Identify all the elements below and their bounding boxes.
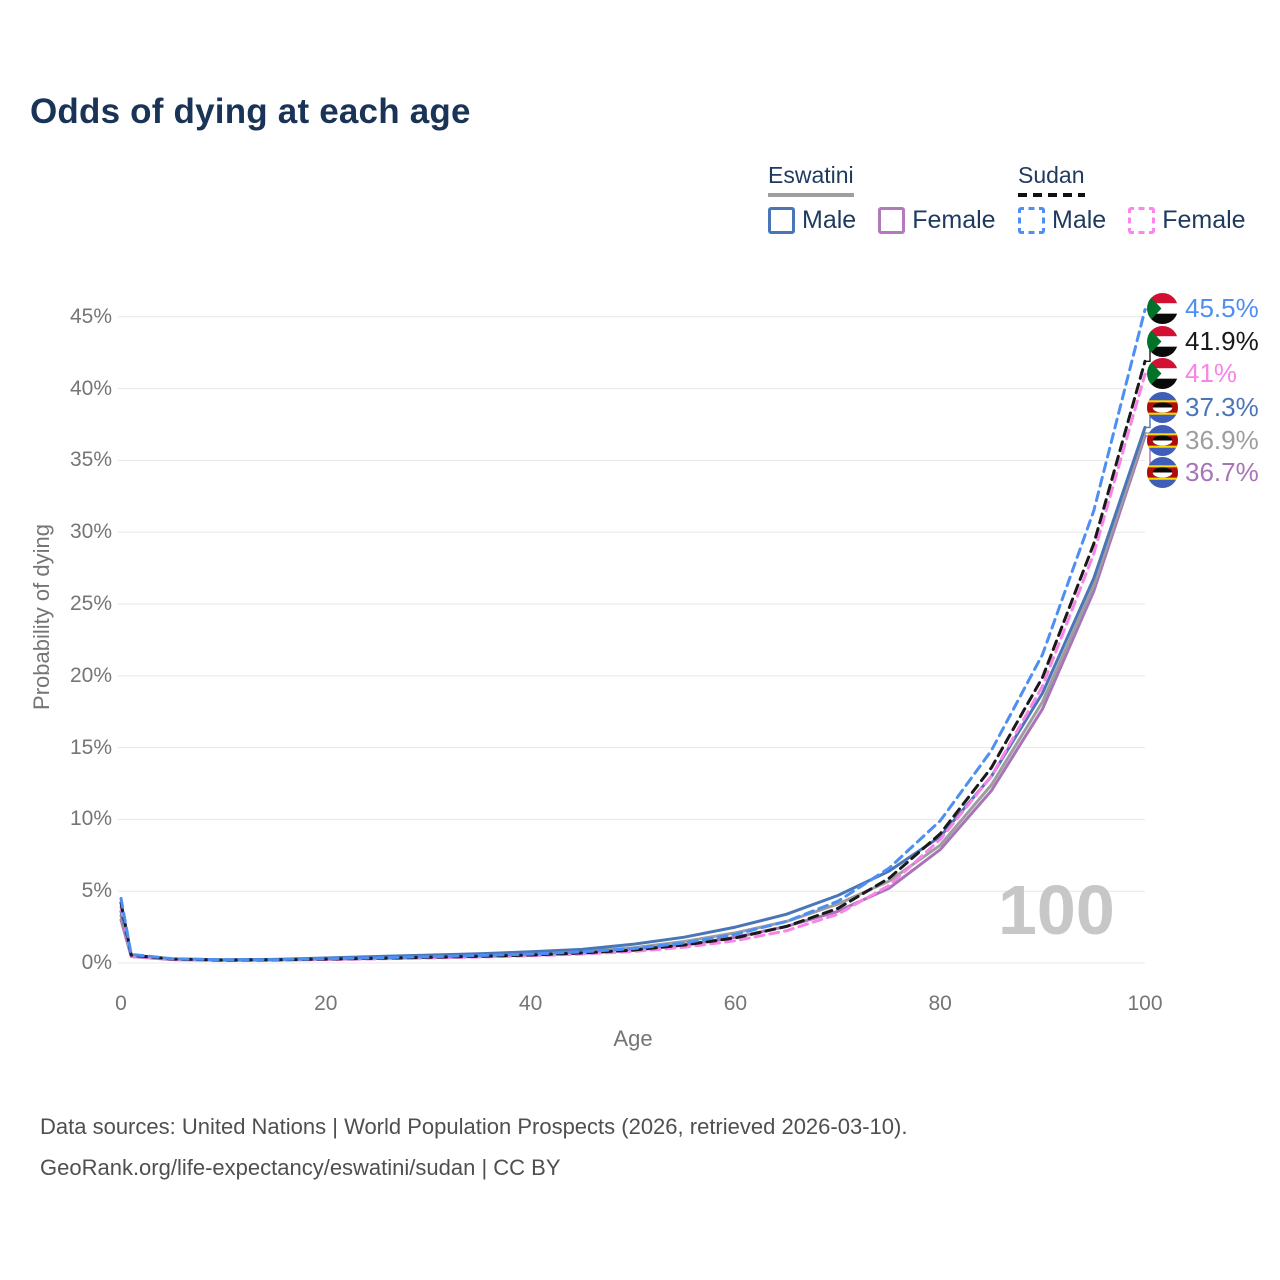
y-tick-label: 15% [69, 735, 112, 759]
end-label-value: 37.3% [1185, 392, 1259, 422]
sudan-flag-icon [1147, 325, 1178, 357]
legend-item-sudan-female[interactable]: Female [1128, 206, 1246, 235]
eswatini-female-swatch-icon [878, 207, 906, 234]
sudan-female-swatch-icon [1128, 207, 1156, 234]
end-label-value: 41.9% [1185, 326, 1259, 356]
eswatini-flag-icon [1147, 456, 1178, 488]
y-tick-label: 10% [69, 807, 112, 831]
end-label-value: 36.9% [1185, 425, 1259, 455]
eswatini-flag-icon [1147, 424, 1178, 456]
legend-item-label: Female [1162, 206, 1246, 234]
legend-group-name: Eswatini [768, 162, 854, 188]
legend-group-sudan: Sudan Male Female [1018, 162, 1246, 235]
x-tick-label: 20 [314, 992, 338, 1015]
eswatini-male-swatch-icon [768, 207, 795, 234]
eswatini-flag-icon [1147, 391, 1178, 423]
attribution-line: GeoRank.org/life-expectancy/eswatini/sud… [40, 1155, 561, 1180]
y-tick-label: 0% [81, 951, 112, 974]
legend-item-sudan-male[interactable]: Male [1018, 206, 1106, 235]
legend-item-label: Male [1052, 206, 1107, 234]
end-label-value: 41% [1185, 358, 1238, 388]
x-tick-label: 60 [723, 992, 748, 1015]
x-tick-label: 100 [1127, 992, 1163, 1015]
line-eswatini-female [119, 434, 1147, 962]
x-tick-label: 80 [928, 992, 952, 1015]
end-label-value: 36.7% [1185, 457, 1259, 487]
end-label-eswatini-both: 36.9% [1147, 424, 1259, 456]
y-tick-label: 40% [69, 376, 112, 400]
line-sudan-male [119, 308, 1147, 962]
eswatini-line-style-sample [768, 193, 854, 197]
line-sudan-female [119, 372, 1147, 962]
legend-item-eswatini-female[interactable]: Female [878, 206, 996, 235]
legend-item-label: Male [802, 206, 857, 234]
y-tick-label: 45% [69, 304, 112, 328]
legend-header-sudan: Sudan [1018, 162, 1085, 197]
line-eswatini-both [119, 431, 1147, 962]
age-counter-watermark: 100 [998, 871, 1115, 949]
x-axis-title: Age [613, 1026, 653, 1051]
end-label-value: 45.5% [1185, 293, 1259, 323]
end-label-sudan-male: 45.5% [1147, 292, 1259, 324]
y-tick-label: 25% [69, 592, 112, 615]
legend-group-name: Sudan [1018, 162, 1085, 188]
end-label-sudan-both: 41.9% [1147, 325, 1259, 357]
y-tick-label: 5% [81, 879, 112, 903]
line-sudan-both [119, 359, 1147, 962]
data-sources-line: Data sources: United Nations | World Pop… [40, 1114, 908, 1139]
end-label-sudan-female: 41% [1147, 357, 1237, 389]
x-tick-label: 0 [115, 992, 127, 1015]
legend-header-eswatini: Eswatini [768, 162, 854, 197]
sudan-flag-icon [1147, 292, 1178, 324]
sudan-flag-icon [1147, 357, 1178, 389]
y-tick-label: 20% [69, 663, 112, 687]
footer: Data sources: United Nations | World Pop… [40, 1106, 907, 1188]
legend-item-label: Female [912, 206, 996, 234]
line-eswatini-male [119, 425, 1147, 962]
legend-group-eswatini: Eswatini Male Female [768, 162, 996, 235]
y-tick-label: 30% [69, 520, 112, 544]
legend-item-eswatini-male[interactable]: Male [768, 206, 856, 235]
page-title: Odds of dying at each age [30, 92, 471, 131]
y-tick-label: 35% [69, 448, 112, 472]
y-axis-title: Probability of dying [29, 524, 54, 710]
end-label-eswatini-female: 36.7% [1147, 456, 1259, 488]
x-tick-label: 40 [518, 992, 543, 1015]
sudan-male-swatch-icon [1018, 207, 1045, 234]
sudan-line-style-sample [1018, 193, 1085, 197]
end-label-eswatini-male: 37.3% [1147, 391, 1259, 423]
